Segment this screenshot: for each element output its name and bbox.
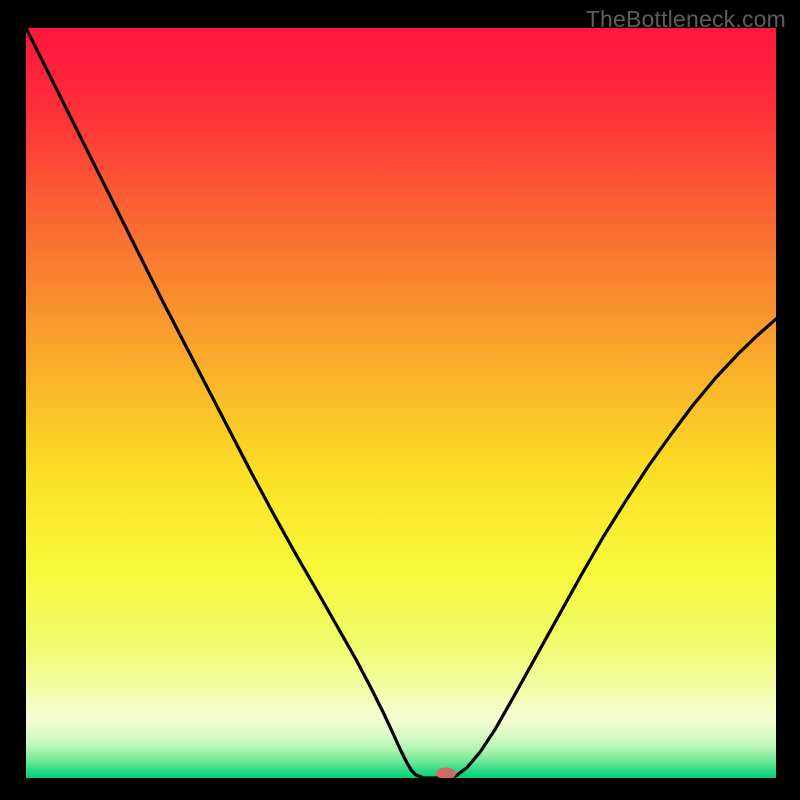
watermark-text: TheBottleneck.com [586, 6, 786, 33]
bottleneck-curve [26, 28, 776, 778]
optimum-marker [436, 768, 456, 779]
plot-area [26, 28, 776, 778]
chart-frame: TheBottleneck.com [0, 0, 800, 800]
